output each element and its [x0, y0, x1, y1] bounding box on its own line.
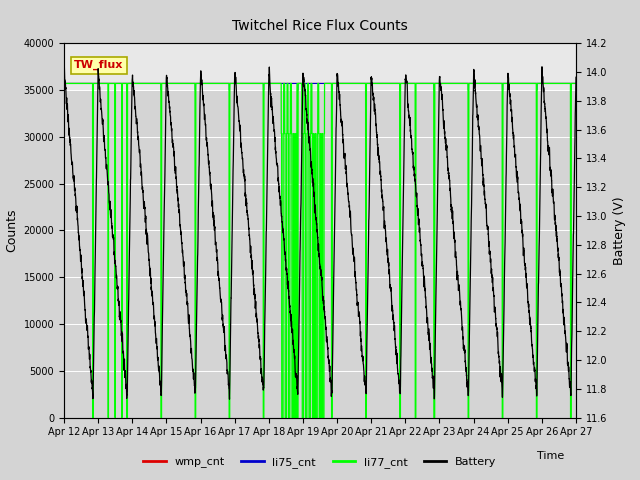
- X-axis label: Time: Time: [537, 451, 564, 461]
- Y-axis label: Battery (V): Battery (V): [613, 196, 626, 264]
- Y-axis label: Counts: Counts: [5, 209, 18, 252]
- Legend: wmp_cnt, li75_cnt, li77_cnt, Battery: wmp_cnt, li75_cnt, li77_cnt, Battery: [139, 452, 501, 472]
- Bar: [64, 43, 576, 90]
- Text: TW_flux: TW_flux: [74, 60, 124, 70]
- Text: Twitchel Rice Flux Counts: Twitchel Rice Flux Counts: [232, 19, 408, 33]
